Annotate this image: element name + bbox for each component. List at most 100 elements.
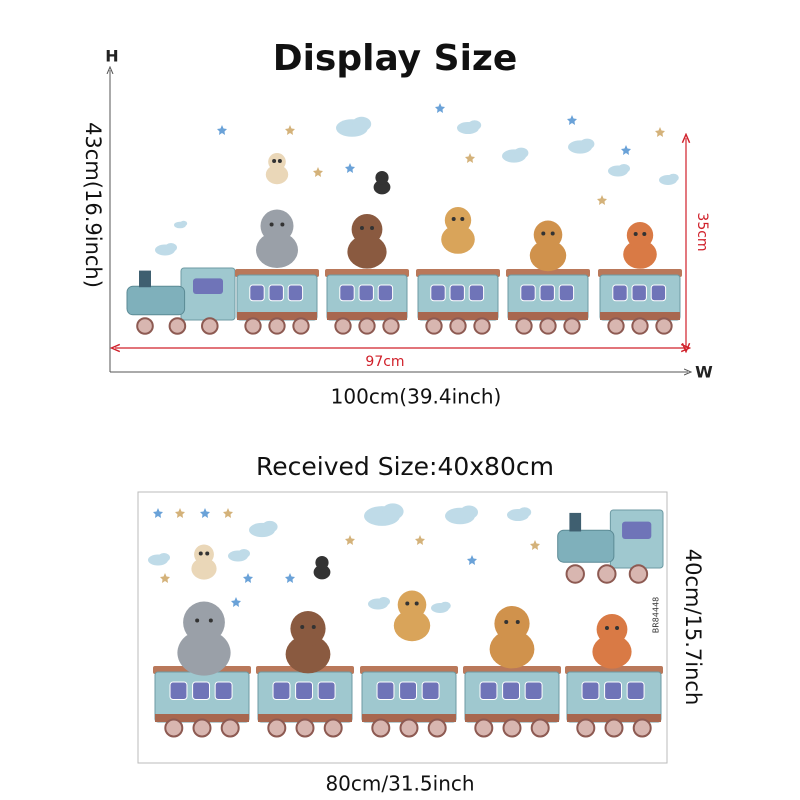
product-code: BR84448: [652, 597, 661, 634]
wheel: [607, 317, 625, 335]
car-window: [249, 284, 265, 302]
wheel: [563, 317, 581, 335]
car-base: [600, 312, 680, 320]
loco-boiler: [126, 285, 186, 316]
cloud: [460, 505, 478, 519]
animal-body: [489, 630, 535, 669]
animal-head: [183, 601, 225, 644]
wheel: [201, 317, 219, 335]
cloud: [580, 138, 595, 150]
wheel: [168, 317, 187, 335]
animal-eye: [615, 626, 620, 630]
car-window: [631, 284, 647, 302]
animal-eye: [405, 601, 410, 606]
star: [467, 555, 477, 565]
star: [223, 508, 233, 518]
wheel: [358, 317, 376, 335]
wheel: [473, 317, 491, 335]
wheel: [399, 718, 419, 738]
cloud: [382, 503, 404, 520]
wheel: [530, 718, 550, 738]
animal-eye: [382, 175, 387, 179]
car-window: [421, 681, 440, 700]
animal-head: [494, 606, 530, 642]
animal-head: [315, 556, 329, 570]
animal-eye: [359, 226, 364, 230]
car-base: [237, 312, 317, 320]
star: [175, 508, 185, 518]
car-window: [604, 681, 623, 700]
loco-boiler: [557, 529, 615, 563]
animal-body: [441, 225, 475, 254]
wheel: [576, 718, 596, 738]
car-base: [508, 312, 588, 320]
car-window: [268, 284, 284, 302]
wheel: [323, 718, 343, 738]
animal-eye: [604, 626, 609, 630]
car-window: [399, 681, 418, 700]
animal-eye: [198, 551, 203, 556]
wheel: [136, 317, 154, 335]
wheel: [632, 718, 652, 738]
car-window: [192, 681, 211, 700]
illustration: [126, 103, 682, 738]
wheel: [502, 718, 522, 738]
animal-head: [533, 220, 563, 250]
animal-eye: [280, 222, 285, 227]
wheel: [192, 718, 212, 738]
animal-body: [393, 610, 431, 642]
star: [345, 535, 355, 545]
animal-body: [256, 232, 298, 268]
wheel: [539, 317, 557, 335]
star: [153, 508, 163, 518]
loco-window: [622, 521, 652, 539]
animal-eye: [272, 159, 277, 163]
animal-body: [529, 240, 567, 272]
wheel: [449, 317, 467, 335]
car-base: [465, 714, 559, 722]
received-title: Received Size:40x80cm: [256, 452, 554, 481]
cloud: [378, 597, 390, 606]
car-window: [626, 681, 645, 700]
animal-head: [444, 207, 472, 234]
animal-eye: [414, 601, 419, 606]
star: [655, 127, 665, 137]
wheel: [244, 317, 262, 335]
star: [200, 508, 210, 518]
car-window: [468, 284, 485, 302]
cloud: [518, 507, 532, 518]
cloud: [514, 147, 529, 159]
wheel: [515, 317, 533, 335]
cloud: [668, 173, 679, 182]
animal-eye: [208, 618, 213, 623]
animal-eye: [515, 620, 520, 624]
animal-eye: [300, 625, 305, 629]
car-base: [567, 714, 661, 722]
animal-body: [373, 180, 391, 195]
car-window: [581, 681, 600, 700]
animal-eye: [195, 618, 200, 623]
car-window: [479, 681, 498, 700]
animal-body: [285, 635, 331, 674]
loco-chimney: [139, 270, 151, 288]
star: [621, 145, 631, 155]
animal-head: [351, 214, 383, 245]
star: [567, 115, 577, 125]
car-base: [258, 714, 352, 722]
wheel: [631, 317, 649, 335]
inner-width-label: 97cm: [365, 354, 404, 370]
animal-body: [177, 630, 231, 676]
star: [530, 540, 540, 550]
car-base: [327, 312, 407, 320]
wheel: [164, 718, 184, 738]
animal-eye: [317, 560, 322, 564]
loco-chimney: [569, 512, 582, 532]
car-base: [362, 714, 456, 722]
animal-eye: [541, 231, 546, 236]
animal-head: [596, 614, 628, 645]
animal-head: [268, 153, 286, 171]
wheel: [371, 718, 391, 738]
star: [217, 125, 227, 135]
wheel: [295, 718, 315, 738]
car-window: [358, 284, 374, 302]
